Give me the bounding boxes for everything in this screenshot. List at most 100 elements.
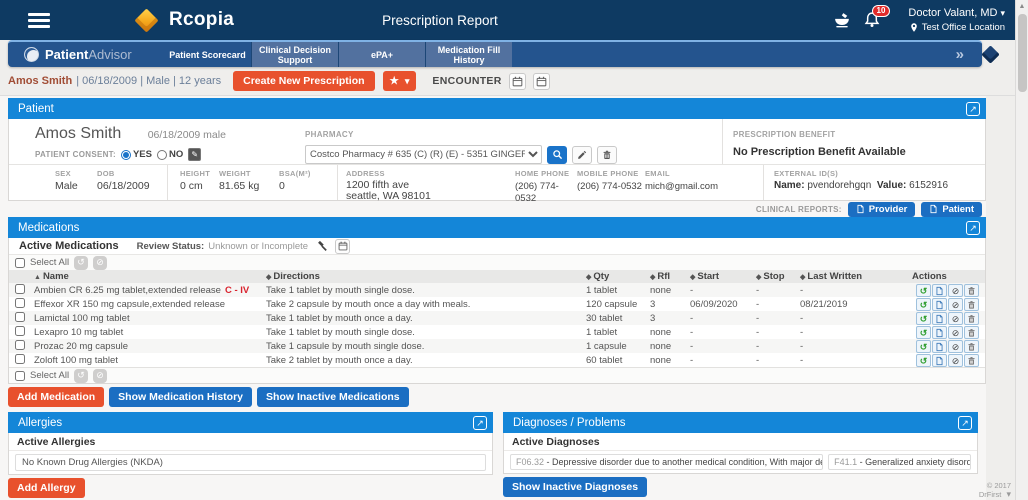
user-menu[interactable]: Doctor Valant, MD ▾ [908,7,1005,19]
encounter-date-button[interactable] [508,72,526,90]
sort-asc-icon: ▲ [34,274,41,281]
show-inactive-diagnoses-button[interactable]: Show Inactive Diagnoses [503,477,648,497]
select-all-checkbox[interactable] [15,257,25,268]
delete-medication-icon[interactable] [964,353,979,367]
pharmacy-edit-icon[interactable] [572,145,592,164]
tab-epa[interactable]: ePA+ [338,42,425,67]
col-name[interactable]: ▲ Name [31,270,263,283]
notifications-bell-icon[interactable]: 10 [864,5,891,29]
medication-report-icon[interactable] [932,325,947,339]
col-last-written[interactable]: ◆ Last Written [797,270,909,283]
discontinue-medication-icon[interactable]: ⊘ [948,325,963,339]
renew-medication-icon[interactable]: ↺ [916,297,931,311]
expand-icon[interactable]: ↗ [966,101,980,116]
consent-no-radio[interactable]: NO [156,149,183,160]
col-stop[interactable]: ◆ Stop [753,270,797,283]
medication-checkbox[interactable] [15,311,25,322]
col-directions[interactable]: ◆ Directions [263,270,583,283]
demo-home-phone: HOME PHONE (206) 774-0532 [515,169,570,204]
delete-medication-icon[interactable] [964,311,979,325]
nav-overflow-chevrons-icon[interactable]: » [955,46,964,63]
discontinue-medication-icon[interactable]: ⊘ [948,283,963,297]
diagnosis-item: F06.32 - Depressive disorder due to anot… [510,454,824,470]
active-medications-title: Active Medications [19,240,119,252]
consent-no-input[interactable] [156,149,167,160]
delete-medication-icon[interactable] [964,325,979,339]
col-start[interactable]: ◆ Start [687,270,753,283]
bulk-discontinue-icon[interactable]: ⊘ [93,255,108,270]
demo-height: HEIGHT 0 cm [167,165,219,200]
select-all-checkbox[interactable] [15,370,25,381]
pharmacy-select[interactable]: Costco Pharmacy # 635 (C) (R) (E) - 5351… [305,145,542,164]
col-qty[interactable]: ◆ Qty [583,270,647,283]
tab-patient-scorecard[interactable]: Patient Scorecard [169,49,246,60]
bulk-discontinue-icon[interactable]: ⊘ [93,368,108,383]
copyright-footer: © 2017 DrFirst ▾ [979,481,1011,499]
medication-report-icon[interactable] [932,311,947,325]
tab-clinical-decision-support[interactable]: Clinical Decision Support [251,42,338,67]
consent-yes-input[interactable] [120,149,131,160]
renew-medication-icon[interactable]: ↺ [916,339,931,353]
patient-name-link[interactable]: Amos Smith [8,75,73,87]
bulk-renew-icon[interactable]: ↺ [74,368,89,383]
diagnoses-panel-header: Diagnoses / Problems ↗ [503,412,978,433]
renew-medication-icon[interactable]: ↺ [916,283,931,297]
delete-medication-icon[interactable] [964,283,979,297]
select-all-label: Select All [30,257,70,268]
menu-icon[interactable] [28,10,50,31]
star-icon: ★ [389,75,399,87]
expand-icon[interactable]: ↗ [958,415,972,430]
pharmacy-search-icon[interactable] [547,145,567,164]
discontinue-medication-icon[interactable]: ⊘ [948,297,963,311]
add-allergy-button[interactable]: Add Allergy [8,478,85,498]
bulk-renew-icon[interactable]: ↺ [74,255,89,270]
medication-report-icon[interactable] [932,339,947,353]
medication-checkbox[interactable] [15,339,25,350]
diagnosis-item: F41.1 - Generalized anxiety disorder [828,454,971,470]
active-diagnoses-title: Active Diagnoses [504,433,977,451]
scrollbar-up-icon[interactable]: ▲ [1018,3,1026,10]
create-new-prescription-button[interactable]: Create New Prescription [233,71,375,91]
medication-checkbox[interactable] [15,283,25,294]
patient-panel-body: Amos Smith 06/18/2009 male PATIENT CONSE… [8,119,986,204]
drfirst-diamond-icon[interactable] [981,45,1000,64]
consent-yes-radio[interactable]: YES [120,149,152,160]
add-medication-button[interactable]: Add Medication [8,387,105,407]
office-location[interactable]: Test Office Location [908,22,1005,33]
renew-medication-icon[interactable]: ↺ [916,325,931,339]
medication-checkbox[interactable] [15,325,25,336]
col-rfl[interactable]: ◆ Rfl [647,270,687,283]
renew-medication-icon[interactable]: ↺ [916,311,931,325]
review-status-gavel-icon[interactable] [316,237,328,255]
provider-report-button[interactable]: Provider [847,201,916,217]
delete-medication-icon[interactable] [964,339,979,353]
favorites-star-button[interactable]: ★ ▾ [382,71,417,91]
review-status-calendar-icon[interactable] [335,238,351,254]
show-inactive-medications-button[interactable]: Show Inactive Medications [257,387,409,407]
top-bar-right: 10 Doctor Valant, MD ▾ Test Office Locati… [834,5,1015,33]
edit-consent-icon[interactable]: ✎ [188,148,202,161]
show-medication-history-button[interactable]: Show Medication History [109,387,253,407]
vertical-scrollbar[interactable]: ▲ [1015,0,1028,500]
pharmacy-delete-icon[interactable] [597,145,617,164]
medication-checkbox[interactable] [15,353,25,364]
discontinue-medication-icon[interactable]: ⊘ [948,311,963,325]
expand-icon[interactable]: ↗ [473,415,487,430]
pharmacy-mortar-icon[interactable] [834,11,850,29]
expand-icon[interactable]: ↗ [966,220,980,235]
patient-report-button[interactable]: Patient [921,201,982,217]
discontinue-medication-icon[interactable]: ⊘ [948,353,963,367]
delete-medication-icon[interactable] [964,297,979,311]
medication-checkbox[interactable] [15,297,25,308]
pharmacy-section: PHARMACY Costco Pharmacy # 635 (C) (R) (… [297,119,723,164]
tab-medication-fill-history[interactable]: Medication Fill History [425,42,512,67]
renew-medication-icon[interactable]: ↺ [916,353,931,367]
medication-report-icon[interactable] [932,353,947,367]
medication-report-icon[interactable] [932,297,947,311]
encounter-calendar-button[interactable] [532,72,550,90]
discontinue-medication-icon[interactable]: ⊘ [948,339,963,353]
medication-report-icon[interactable] [932,283,947,297]
scrollbar-thumb[interactable] [1018,14,1027,92]
caret-down-icon[interactable]: ▾ [1006,489,1011,499]
patient-dob-sex: 06/18/2009 male [147,129,226,141]
